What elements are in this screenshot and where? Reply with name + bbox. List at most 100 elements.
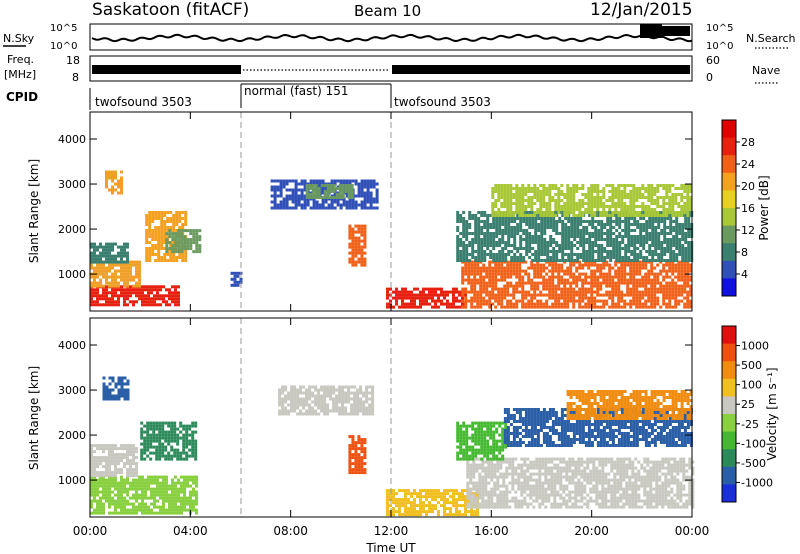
data-cell (536, 293, 540, 297)
data-cell (176, 442, 180, 446)
data-cell (515, 208, 519, 211)
data-cell (486, 235, 490, 238)
data-cell (666, 238, 670, 241)
data-cell (548, 205, 552, 208)
data-cell (636, 247, 640, 250)
data-cell (174, 499, 177, 503)
data-cell (99, 462, 102, 466)
data-cell (143, 445, 147, 449)
data-cell (624, 217, 628, 220)
data-cell (455, 287, 458, 291)
data-cell (612, 250, 616, 253)
data-cell (528, 223, 532, 226)
data-cell (195, 250, 199, 254)
data-cell (151, 229, 155, 232)
data-cell (170, 457, 174, 461)
data-cell (326, 187, 330, 190)
data-cell (186, 508, 189, 512)
data-cell (623, 293, 627, 297)
data-cell (123, 260, 126, 264)
data-cell (467, 290, 471, 294)
data-cell (157, 214, 161, 217)
data-cell (314, 190, 318, 193)
data-cell (177, 232, 181, 236)
data-cell (99, 272, 102, 276)
data-cell (662, 269, 666, 273)
data-cell (132, 493, 135, 497)
data-cell (148, 247, 152, 250)
data-cell (176, 457, 180, 461)
data-cell (93, 456, 96, 460)
data-cell (561, 250, 565, 253)
data-cell (369, 203, 373, 207)
data-cell (462, 235, 466, 238)
data-cell (680, 214, 684, 217)
data-cell (590, 278, 594, 282)
data-cell (590, 272, 594, 276)
data-cell (620, 275, 624, 279)
data-cell (684, 235, 688, 238)
data-cell (488, 293, 492, 297)
data-cell (650, 193, 654, 196)
data-cell (120, 394, 124, 398)
data-cell (443, 296, 446, 300)
data-cell (153, 481, 156, 485)
data-cell (273, 194, 277, 198)
data-cell (278, 397, 282, 401)
data-cell (117, 297, 120, 301)
data-cell (138, 288, 141, 292)
data-cell (135, 465, 138, 469)
data-cell (191, 433, 195, 437)
data-cell (317, 400, 321, 404)
data-cell (525, 211, 529, 214)
data-cell (123, 297, 126, 301)
data-cell (569, 263, 573, 267)
data-cell (282, 179, 286, 183)
data-cell (471, 232, 475, 235)
data-cell (548, 305, 552, 309)
data-cell (273, 206, 277, 210)
data-cell (524, 293, 528, 297)
data-cell (689, 205, 693, 208)
data-cell (151, 232, 155, 235)
data-cell (348, 224, 352, 228)
data-cell (503, 196, 507, 199)
data-cell (494, 187, 498, 190)
data-cell (635, 269, 639, 273)
data-cell (540, 220, 544, 223)
data-cell (293, 388, 297, 392)
data-cell (557, 299, 561, 303)
data-cell (527, 305, 531, 309)
data-cell (297, 200, 301, 204)
data-cell (597, 259, 601, 262)
data-cell (620, 199, 624, 202)
data-cell (360, 182, 364, 186)
data-cell (114, 462, 117, 466)
data-cell (593, 278, 597, 282)
data-cell (281, 391, 285, 395)
data-cell (413, 305, 416, 309)
data-cell (483, 250, 487, 253)
data-cell (515, 266, 519, 270)
data-cell (546, 253, 550, 256)
data-cell (151, 217, 155, 220)
data-cell (154, 232, 158, 235)
data-cell (665, 269, 669, 273)
data-cell (686, 211, 690, 214)
data-cell (669, 244, 673, 247)
data-cell (569, 260, 573, 264)
data-cell (480, 220, 484, 223)
data-cell (468, 214, 472, 217)
data-cell (507, 223, 511, 226)
data-cell (354, 453, 358, 457)
data-cell (623, 266, 627, 270)
data-cell (114, 484, 117, 488)
data-cell (507, 226, 511, 229)
data-cell (533, 296, 537, 300)
data-cell (332, 400, 336, 404)
data-cell (354, 239, 358, 243)
data-cell (582, 220, 586, 223)
data-cell (512, 196, 516, 199)
data-cell (461, 296, 464, 300)
